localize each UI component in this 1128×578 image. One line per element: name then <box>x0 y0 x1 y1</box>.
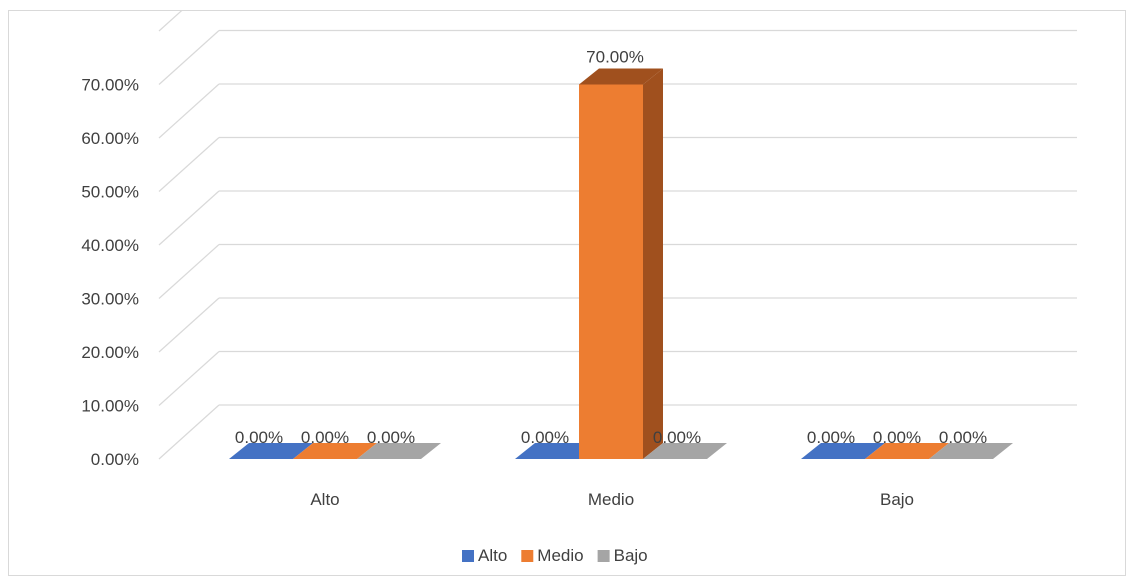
y-tick-label: 40.00% <box>81 236 139 255</box>
data-label: 0.00% <box>301 428 349 447</box>
bar-side <box>643 68 663 459</box>
data-label: 0.00% <box>367 428 415 447</box>
side-gridline <box>158 83 220 139</box>
y-tick-label: 30.00% <box>81 290 139 309</box>
side-gridline <box>158 190 220 246</box>
data-label: 0.00% <box>653 428 701 447</box>
bar-top <box>865 443 949 459</box>
category-label: Bajo <box>880 490 914 509</box>
data-label: 0.00% <box>235 428 283 447</box>
data-label: 0.00% <box>873 428 921 447</box>
category-label: Medio <box>588 490 634 509</box>
y-tick-label: 20.00% <box>81 343 139 362</box>
y-tick-label: 0.00% <box>91 450 139 469</box>
side-gridline <box>158 244 220 299</box>
bars <box>229 68 1013 459</box>
bar-top <box>929 443 1013 459</box>
data-labels: 0.00% 0.00% 0.00% 0.00% 70.00% 0.00% 0.00% 0.00… <box>235 48 987 448</box>
data-label: 70.00% <box>586 48 644 67</box>
bar-top <box>229 443 313 459</box>
legend-swatch <box>597 550 610 562</box>
category-labels: Alto Medio Bajo <box>310 490 914 509</box>
side-gridline <box>158 404 220 460</box>
legend-swatch <box>462 550 474 562</box>
side-gridline <box>158 30 220 85</box>
bar-top <box>801 443 885 459</box>
bar-top <box>643 443 727 459</box>
data-label: 0.00% <box>807 428 855 447</box>
bar-top <box>579 68 663 85</box>
y-axis-ticks: 0.00% 10.00% 20.00% 30.00% 40.00% 50.00% 60.00… <box>81 76 139 470</box>
legend-label: Bajo <box>614 546 648 565</box>
bar-front <box>579 84 643 459</box>
side-gridline <box>158 297 220 353</box>
legend-swatch <box>521 550 534 562</box>
side-gridline <box>158 11 183 32</box>
legend: Alto Medio Bajo <box>462 546 648 565</box>
legend-label: Medio <box>537 546 583 565</box>
category-label: Alto <box>310 490 339 509</box>
side-gridline <box>158 137 220 192</box>
bar-top <box>515 443 599 459</box>
bar-top <box>357 443 441 459</box>
bar-top <box>293 443 377 459</box>
y-tick-label: 60.00% <box>81 129 139 148</box>
legend-label: Alto <box>478 546 507 565</box>
data-label: 0.00% <box>521 428 569 447</box>
data-label: 0.00% <box>939 428 987 447</box>
y-tick-label: 50.00% <box>81 183 139 202</box>
chart-svg: 0.00% 10.00% 20.00% 30.00% 40.00% 50.00% 60.00… <box>81 11 1077 565</box>
side-gridline <box>158 351 220 406</box>
y-tick-label: 10.00% <box>81 397 139 416</box>
chart-frame: 0.00% 10.00% 20.00% 30.00% 40.00% 50.00% 60.00… <box>8 10 1126 576</box>
y-tick-label: 70.00% <box>81 76 139 95</box>
